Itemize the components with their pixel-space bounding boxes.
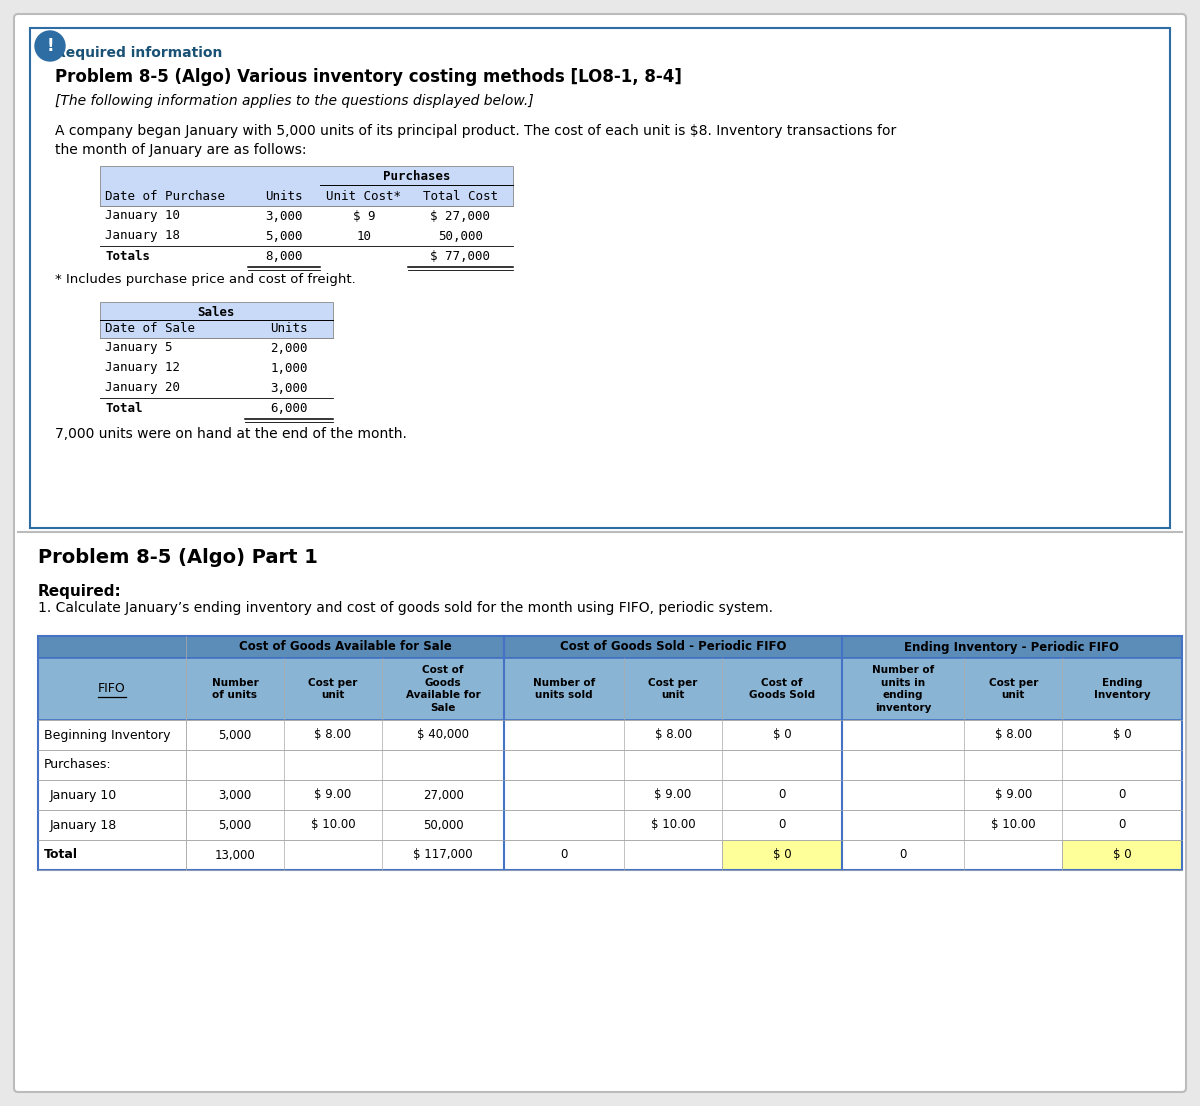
Text: 0: 0 bbox=[779, 818, 786, 832]
Text: 5,000: 5,000 bbox=[218, 729, 252, 741]
Text: Required:: Required: bbox=[38, 584, 121, 599]
Text: Total Cost: Total Cost bbox=[424, 189, 498, 202]
Text: !: ! bbox=[46, 36, 54, 55]
Text: $ 10.00: $ 10.00 bbox=[311, 818, 355, 832]
Text: $ 9.00: $ 9.00 bbox=[654, 789, 691, 802]
Text: 50,000: 50,000 bbox=[422, 818, 463, 832]
Bar bbox=[38, 810, 1182, 839]
Text: Cost per
unit: Cost per unit bbox=[308, 678, 358, 700]
Text: $ 0: $ 0 bbox=[1112, 848, 1132, 862]
Text: 3,000: 3,000 bbox=[265, 209, 302, 222]
Text: 0: 0 bbox=[899, 848, 907, 862]
Text: January 5: January 5 bbox=[106, 342, 173, 355]
Bar bbox=[38, 636, 1182, 870]
Text: $ 10.00: $ 10.00 bbox=[650, 818, 696, 832]
Bar bbox=[38, 780, 1182, 810]
Text: $ 9.00: $ 9.00 bbox=[314, 789, 352, 802]
Text: $ 0: $ 0 bbox=[773, 848, 791, 862]
Text: 3,000: 3,000 bbox=[270, 382, 307, 395]
Text: Totals: Totals bbox=[106, 250, 150, 262]
FancyBboxPatch shape bbox=[14, 14, 1186, 1092]
Text: 50,000: 50,000 bbox=[438, 230, 482, 242]
Text: $ 77,000: $ 77,000 bbox=[431, 250, 491, 262]
Text: Date of Purchase: Date of Purchase bbox=[106, 189, 226, 202]
Text: Cost of
Goods Sold: Cost of Goods Sold bbox=[749, 678, 815, 700]
Text: Required information: Required information bbox=[55, 46, 222, 60]
Text: January 20: January 20 bbox=[106, 382, 180, 395]
Circle shape bbox=[35, 31, 65, 61]
Bar bbox=[100, 302, 334, 338]
Text: Problem 8-5 (Algo) Various inventory costing methods [LO8-1, 8-4]: Problem 8-5 (Algo) Various inventory cos… bbox=[55, 67, 682, 86]
Text: $ 8.00: $ 8.00 bbox=[995, 729, 1032, 741]
Text: FIFO: FIFO bbox=[98, 682, 126, 696]
Text: Date of Sale: Date of Sale bbox=[106, 323, 194, 335]
Text: $ 27,000: $ 27,000 bbox=[431, 209, 491, 222]
Text: $ 117,000: $ 117,000 bbox=[413, 848, 473, 862]
Text: 1. Calculate January’s ending inventory and cost of goods sold for the month usi: 1. Calculate January’s ending inventory … bbox=[38, 601, 773, 615]
Text: [The following information applies to the questions displayed below.]: [The following information applies to th… bbox=[55, 94, 534, 108]
Text: Cost per
unit: Cost per unit bbox=[648, 678, 698, 700]
Bar bbox=[38, 636, 1182, 658]
Bar bbox=[38, 720, 1182, 750]
Text: Beginning Inventory: Beginning Inventory bbox=[44, 729, 170, 741]
Bar bbox=[38, 839, 1182, 870]
Text: 10: 10 bbox=[356, 230, 372, 242]
Text: Ending
Inventory: Ending Inventory bbox=[1094, 678, 1151, 700]
Text: Number
of units: Number of units bbox=[211, 678, 258, 700]
Text: 1,000: 1,000 bbox=[270, 362, 307, 375]
Bar bbox=[38, 658, 1182, 720]
Text: Problem 8-5 (Algo) Part 1: Problem 8-5 (Algo) Part 1 bbox=[38, 547, 318, 567]
Text: 27,000: 27,000 bbox=[422, 789, 463, 802]
Text: 2,000: 2,000 bbox=[270, 342, 307, 355]
Text: January 18: January 18 bbox=[106, 230, 180, 242]
Text: 7,000 units were on hand at the end of the month.: 7,000 units were on hand at the end of t… bbox=[55, 427, 407, 441]
Text: $ 8.00: $ 8.00 bbox=[654, 729, 691, 741]
Text: 6,000: 6,000 bbox=[270, 401, 307, 415]
Text: Units: Units bbox=[270, 323, 307, 335]
Text: 5,000: 5,000 bbox=[265, 230, 302, 242]
Text: Cost of Goods Sold - Periodic FIFO: Cost of Goods Sold - Periodic FIFO bbox=[560, 640, 786, 654]
Text: 0: 0 bbox=[779, 789, 786, 802]
Text: $ 0: $ 0 bbox=[773, 729, 791, 741]
Text: Sales: Sales bbox=[198, 305, 235, 319]
Text: $ 8.00: $ 8.00 bbox=[314, 729, 352, 741]
Text: Cost of
Goods
Available for
Sale: Cost of Goods Available for Sale bbox=[406, 666, 480, 712]
Text: $ 9.00: $ 9.00 bbox=[995, 789, 1032, 802]
Text: Purchases: Purchases bbox=[383, 169, 450, 182]
Text: Total: Total bbox=[44, 848, 78, 862]
Text: * Includes purchase price and cost of freight.: * Includes purchase price and cost of fr… bbox=[55, 273, 355, 286]
Text: 13,000: 13,000 bbox=[215, 848, 256, 862]
Text: the month of January are as follows:: the month of January are as follows: bbox=[55, 143, 306, 157]
Bar bbox=[30, 28, 1170, 528]
Text: Cost per
unit: Cost per unit bbox=[989, 678, 1038, 700]
Text: 0: 0 bbox=[1118, 789, 1126, 802]
Text: 5,000: 5,000 bbox=[218, 818, 252, 832]
Text: Ending Inventory - Periodic FIFO: Ending Inventory - Periodic FIFO bbox=[905, 640, 1120, 654]
Text: January 10: January 10 bbox=[106, 209, 180, 222]
Bar bbox=[38, 750, 1182, 780]
Text: Number of
units in
ending
inventory: Number of units in ending inventory bbox=[872, 666, 934, 712]
Text: 8,000: 8,000 bbox=[265, 250, 302, 262]
Text: Total: Total bbox=[106, 401, 143, 415]
Text: A company began January with 5,000 units of its principal product. The cost of e: A company began January with 5,000 units… bbox=[55, 124, 896, 138]
Text: 3,000: 3,000 bbox=[218, 789, 252, 802]
Text: $ 10.00: $ 10.00 bbox=[991, 818, 1036, 832]
Text: Units: Units bbox=[265, 189, 302, 202]
Text: $ 0: $ 0 bbox=[1112, 729, 1132, 741]
Text: 0: 0 bbox=[1118, 818, 1126, 832]
Text: $ 9: $ 9 bbox=[353, 209, 376, 222]
Text: Number of
units sold: Number of units sold bbox=[533, 678, 595, 700]
Text: January 12: January 12 bbox=[106, 362, 180, 375]
Text: 0: 0 bbox=[560, 848, 568, 862]
Text: January 18: January 18 bbox=[50, 818, 118, 832]
Bar bbox=[100, 166, 514, 206]
Text: Unit Cost*: Unit Cost* bbox=[326, 189, 402, 202]
Text: Purchases:: Purchases: bbox=[44, 759, 112, 772]
Text: Cost of Goods Available for Sale: Cost of Goods Available for Sale bbox=[239, 640, 451, 654]
Bar bbox=[722, 839, 842, 870]
Bar bbox=[1062, 839, 1182, 870]
Text: $ 40,000: $ 40,000 bbox=[418, 729, 469, 741]
Text: January 10: January 10 bbox=[50, 789, 118, 802]
